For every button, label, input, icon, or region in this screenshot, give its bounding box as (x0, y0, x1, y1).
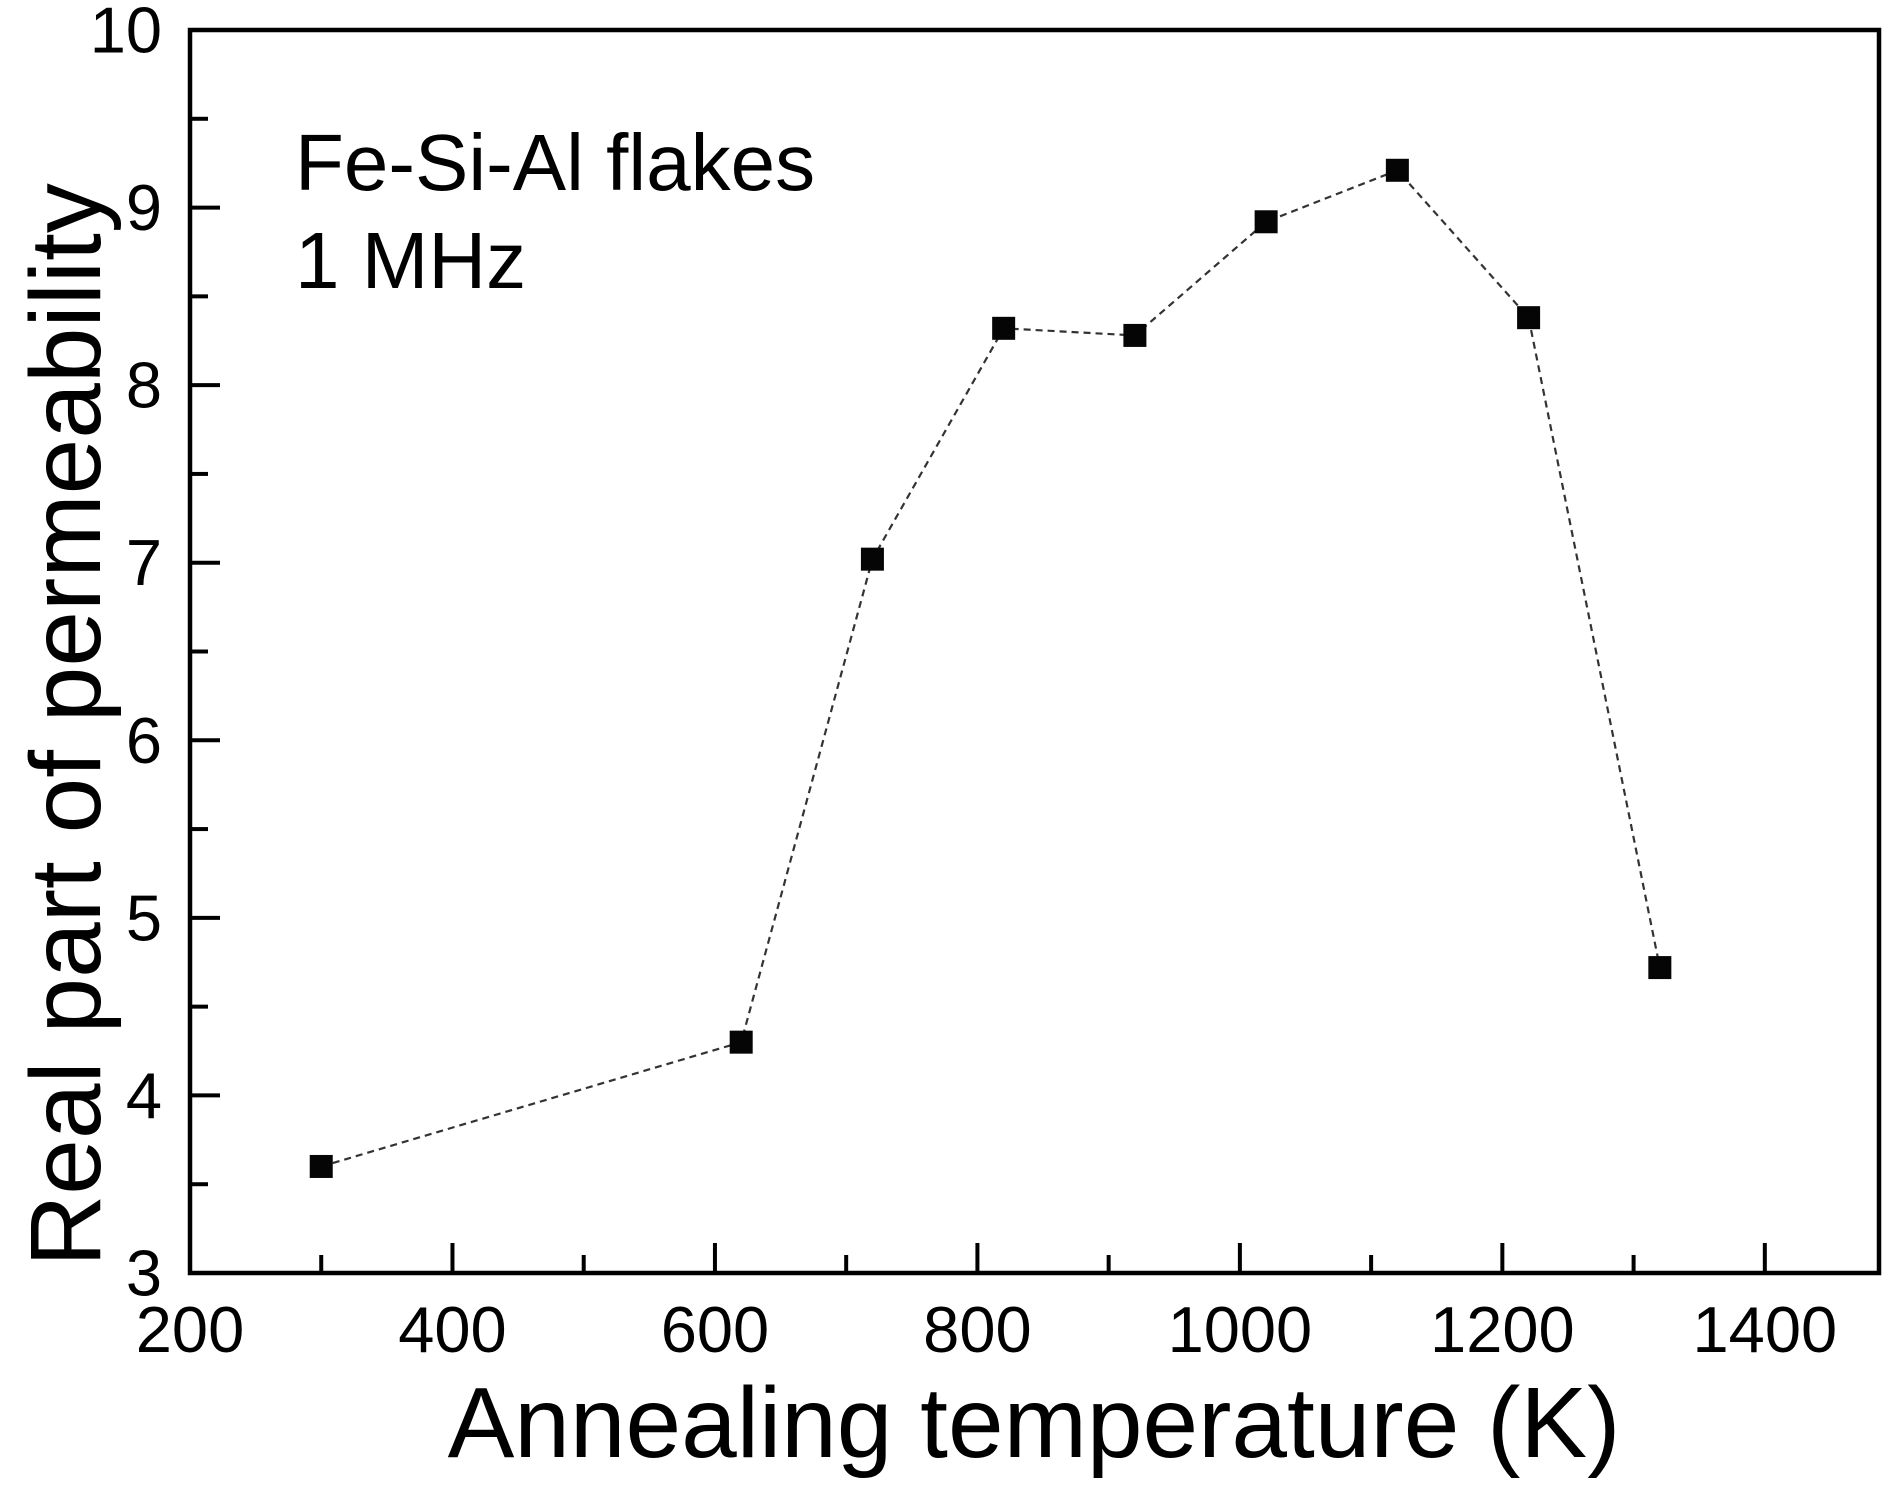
data-point-marker (1254, 210, 1278, 234)
y-tick-label: 9 (126, 171, 162, 244)
x-tick-label: 400 (398, 1293, 506, 1366)
y-tick-label: 3 (126, 1237, 162, 1310)
series-markers (309, 158, 1672, 1178)
series-line (320, 168, 1661, 1168)
data-point-marker (729, 1030, 753, 1054)
data-point-marker (992, 316, 1016, 340)
y-axis-title: Real part of permeability (10, 183, 122, 1267)
x-tick-label: 1400 (1693, 1293, 1838, 1366)
data-point-marker (860, 547, 884, 571)
x-tick-label: 200 (136, 1293, 244, 1366)
data-point-marker (1385, 158, 1409, 182)
y-tick-label: 4 (126, 1059, 162, 1132)
y-tick-label: 7 (126, 526, 162, 599)
annotation-frequency: 1 MHz (295, 216, 526, 305)
y-axis-minor-ticks (192, 116, 208, 1187)
plot-frame (187, 27, 1882, 1276)
data-point-marker (1517, 306, 1541, 330)
annotation-material: Fe-Si-Al flakes (295, 118, 815, 207)
y-axis-major-ticks (192, 205, 220, 1098)
x-tick-label: 1200 (1430, 1293, 1575, 1366)
y-tick-label: 8 (126, 349, 162, 422)
data-point-marker (1648, 956, 1672, 980)
x-axis-minor-ticks (319, 1255, 1636, 1271)
x-axis-tick-labels: 200 400 600 800 1000 1200 1400 (136, 1293, 1837, 1366)
data-point-marker (309, 1154, 333, 1178)
x-tick-label: 800 (923, 1293, 1031, 1366)
y-tick-label: 6 (126, 704, 162, 777)
x-tick-label: 1000 (1168, 1293, 1313, 1366)
y-tick-label: 10 (90, 0, 162, 67)
y-tick-label: 5 (126, 881, 162, 954)
data-point-marker (1123, 323, 1147, 347)
y-axis-tick-labels: 3 4 5 6 7 8 9 10 (90, 0, 162, 1310)
x-axis-major-ticks (450, 1243, 1767, 1271)
x-tick-label: 600 (661, 1293, 769, 1366)
x-axis-title: Annealing temperature (K) (448, 1367, 1621, 1479)
